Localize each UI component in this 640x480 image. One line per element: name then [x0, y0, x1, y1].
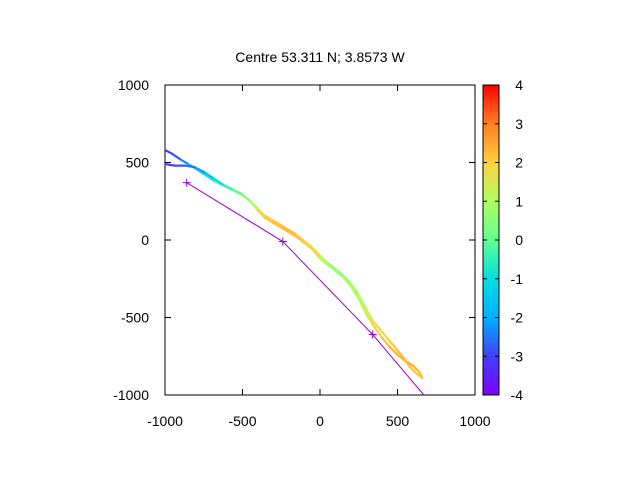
- colorbar-tick-label: 0: [515, 232, 523, 248]
- track-segment: [221, 183, 233, 190]
- track-segment: [272, 221, 283, 229]
- section-line: [182, 178, 425, 395]
- colorbar-tick-label: 3: [515, 116, 523, 132]
- track-segment: [264, 217, 275, 225]
- track-segment: [356, 291, 367, 308]
- y-tick-label: 500: [126, 155, 150, 171]
- colorbar-tick-label: 2: [515, 155, 523, 171]
- track-segment: [230, 187, 243, 195]
- colorbar-tick-label: 1: [515, 193, 523, 209]
- track-segment: [326, 263, 337, 273]
- section-polyline: [186, 182, 425, 395]
- track-segment: [309, 245, 320, 256]
- x-tick-label: 1000: [459, 413, 490, 429]
- y-tick-label: -1000: [113, 387, 149, 403]
- track-segment: [184, 164, 196, 169]
- x-tick-label: 500: [386, 413, 410, 429]
- plus-marker: [182, 178, 191, 187]
- track-segment: [287, 231, 298, 238]
- track-segment: [179, 158, 190, 166]
- track-segment: [317, 252, 328, 263]
- plot-frame: [164, 84, 476, 396]
- track-segment: [388, 345, 399, 356]
- x-axis: -1000 -500 0 500 1000: [147, 85, 491, 429]
- y-tick-label: 1000: [118, 77, 149, 93]
- colorbar-tick-label: -3: [511, 348, 524, 364]
- track-segment: [349, 285, 360, 300]
- track-segment: [408, 366, 418, 375]
- plus-marker: [278, 237, 287, 246]
- track-segment: [348, 280, 359, 294]
- track-segment: [165, 149, 173, 155]
- track-segment: [247, 198, 258, 209]
- track-segment: [239, 192, 250, 201]
- track-segment: [373, 325, 384, 339]
- chart-title: Centre 53.311 N; 3.8573 W: [235, 49, 405, 65]
- colorbar-tick-label: 4: [515, 77, 523, 93]
- track-segment: [165, 162, 176, 167]
- colorbar-tick-label: -4: [511, 387, 524, 403]
- track-segment: [325, 260, 336, 269]
- track-segment: [255, 206, 266, 217]
- y-axis: -1000 -500 0 500 1000: [113, 77, 475, 403]
- track-segment: [270, 218, 281, 226]
- track-segment: [363, 305, 374, 322]
- track-segment: [411, 364, 421, 373]
- colored-track: [165, 149, 424, 380]
- track-segment: [380, 336, 391, 349]
- track-segment: [204, 173, 216, 183]
- y-tick-label: 0: [141, 232, 149, 248]
- track-segment: [311, 248, 322, 260]
- track-segment: [402, 356, 411, 369]
- track-segment: [340, 273, 351, 283]
- track-segment: [415, 372, 424, 380]
- track-segment: [357, 297, 368, 316]
- track-segment: [286, 228, 297, 235]
- track-segment: [365, 313, 376, 328]
- track-segment: [295, 235, 306, 245]
- colorbar-ticks: -4 -3 -2 -1 0 1 2 3 4: [483, 77, 523, 403]
- track-segment: [387, 338, 398, 350]
- track-segment: [342, 276, 353, 288]
- colorbar: -4 -3 -2 -1 0 1 2 3 4: [482, 77, 523, 403]
- x-tick-label: 0: [316, 413, 324, 429]
- colorbar-tick-label: -1: [511, 271, 524, 287]
- x-tick-label: -1000: [147, 413, 183, 429]
- track-segment: [202, 170, 215, 180]
- track-segment: [211, 176, 224, 186]
- track-segment: [280, 226, 291, 234]
- track-segment: [332, 266, 343, 276]
- track-segment: [394, 347, 405, 359]
- track-segment: [318, 257, 329, 266]
- track-segment: [301, 238, 312, 248]
- track-segment: [193, 166, 205, 173]
- plot-area: -1000 -500 0 500 1000 -1000 -500 0 500 1000: [113, 77, 491, 429]
- track-segment: [170, 152, 182, 161]
- series-layer: [165, 149, 425, 395]
- track-segment: [294, 232, 305, 242]
- track-segment: [278, 223, 289, 231]
- track-segment: [263, 214, 274, 221]
- plus-marker: [368, 330, 377, 339]
- colorbar-tick-label: -2: [511, 310, 524, 326]
- track-segment: [371, 319, 382, 331]
- x-tick-label: -500: [228, 413, 256, 429]
- y-tick-label: -500: [121, 310, 149, 326]
- track-segment: [303, 242, 314, 251]
- track-segment: [334, 269, 345, 279]
- track-segment: [379, 328, 390, 341]
